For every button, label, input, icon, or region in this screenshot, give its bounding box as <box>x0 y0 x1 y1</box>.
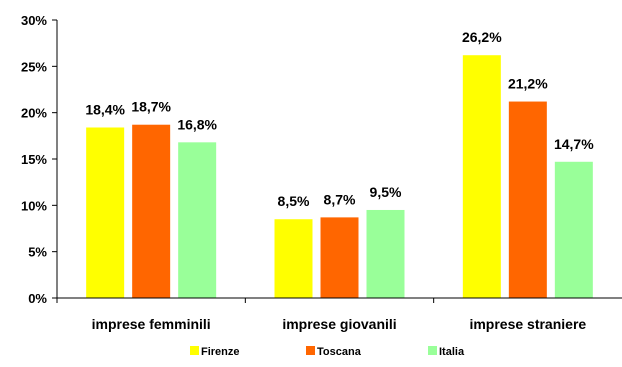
y-tick-label: 25% <box>21 59 47 74</box>
legend-label: Firenze <box>201 346 240 358</box>
y-tick-label: 20% <box>21 106 47 121</box>
bar <box>132 124 171 298</box>
x-category-label: imprese femminili <box>92 316 211 332</box>
y-tick-label: 30% <box>21 13 47 28</box>
bars <box>86 55 593 299</box>
bar <box>366 209 405 298</box>
data-label: 8,7% <box>324 191 356 207</box>
data-label: 26,2% <box>462 29 502 45</box>
data-label: 16,8% <box>177 116 217 132</box>
data-label: 18,4% <box>85 101 125 117</box>
legend-swatch <box>306 346 315 355</box>
legend-swatch <box>190 346 199 355</box>
y-tick-label: 0% <box>28 291 47 306</box>
x-axis: imprese femminili imprese giovanili impres… <box>56 297 622 332</box>
legend-swatch <box>428 346 437 355</box>
x-category-label: imprese straniere <box>469 316 586 332</box>
data-label: 21,2% <box>508 76 548 92</box>
bar <box>320 217 359 298</box>
legend-label: Italia <box>439 346 465 358</box>
bar <box>86 127 125 298</box>
legend-label: Toscana <box>317 346 362 358</box>
data-label: 18,7% <box>131 99 171 115</box>
bar <box>508 101 547 299</box>
bar <box>554 161 593 298</box>
y-axis: 0% 5% 10% 15% 20% 25% 30% <box>21 13 58 306</box>
y-tick-label: 15% <box>21 152 47 167</box>
bar <box>462 55 501 298</box>
data-label: 14,7% <box>554 136 594 152</box>
bar <box>178 142 217 298</box>
bar-labels: 18,4% 18,7% 16,8% 8,5% 8,7% 9,5% 26,2% 21,2% 14,… <box>85 29 594 209</box>
legend: Firenze Toscana Italia <box>190 346 465 358</box>
x-category-label: imprese giovanili <box>282 316 396 332</box>
data-label: 8,5% <box>278 193 310 209</box>
y-tick-label: 10% <box>21 198 47 213</box>
y-tick-label: 5% <box>28 245 47 260</box>
bar <box>274 219 313 298</box>
data-label: 9,5% <box>370 184 402 200</box>
